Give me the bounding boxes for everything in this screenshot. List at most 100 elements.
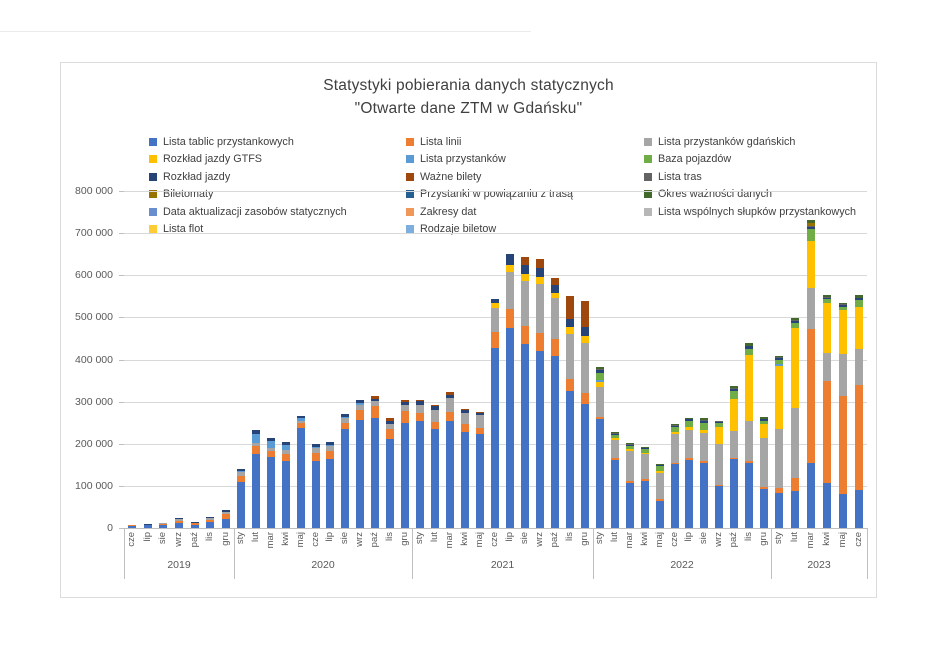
legend-item: Lista flot: [149, 221, 406, 239]
bar-segment: [807, 226, 815, 229]
legend-item: Lista tablic przystankowych: [149, 133, 406, 151]
bar-segment: [611, 434, 620, 439]
y-axis-tick: [119, 191, 124, 192]
bar-segment: [670, 433, 679, 463]
bar-lis-2020: [385, 418, 394, 528]
bar-segment: [855, 300, 863, 307]
bar-segment: [222, 514, 231, 519]
bar-segment: [206, 522, 215, 528]
bar-segment: [700, 430, 709, 433]
bar-segment: [341, 416, 350, 419]
bar-segment: [655, 463, 664, 465]
x-axis-line: [124, 528, 867, 529]
legend-item: Zakresy dat: [406, 203, 644, 221]
bar-segment: [823, 380, 831, 483]
x-axis-year-label: 2020: [311, 559, 335, 571]
bar-segment: [823, 303, 831, 353]
bar-segment: [490, 308, 499, 332]
legend-swatch: [406, 137, 414, 146]
bar-segment: [655, 472, 664, 500]
legend-swatch: [644, 172, 652, 181]
bar-segment: [311, 452, 320, 461]
bar-segment: [237, 470, 246, 473]
bar-segment: [640, 449, 649, 453]
bar-segment: [640, 447, 649, 450]
bar-segment: [791, 478, 799, 491]
bar-segment: [311, 444, 320, 447]
x-axis-month-label: paź: [727, 532, 739, 548]
bar-segment: [823, 295, 831, 297]
x-axis-year-label: 2021: [490, 559, 515, 571]
bar-maj-2021: [475, 411, 484, 528]
bar-segment: [341, 414, 350, 417]
legend-swatch: [149, 172, 157, 181]
bar-segment: [655, 470, 664, 473]
bar-segment: [839, 353, 847, 397]
legend-item: Lista przystanków: [406, 151, 644, 169]
y-axis-tick-label: 200 000: [75, 438, 113, 450]
x-axis-month-label: lut: [250, 532, 262, 543]
bar-segment: [715, 421, 724, 424]
bar-segment: [700, 461, 709, 463]
bar-sie-2021: [521, 256, 530, 528]
bar-segment: [823, 482, 831, 528]
bar-segment: [759, 489, 768, 528]
bar-segment: [611, 438, 620, 440]
bar-segment: [370, 401, 379, 407]
bar-segment: [596, 366, 605, 370]
bar-segment: [640, 452, 649, 455]
x-axis-month-label: paź: [368, 532, 380, 548]
bar-segment: [670, 424, 679, 426]
bar-segment: [445, 398, 454, 413]
bar-segment: [791, 490, 799, 528]
bar-segment: [536, 267, 545, 277]
gridline: [124, 191, 867, 192]
bar-gru-2019: [222, 509, 231, 528]
bar-segment: [670, 426, 679, 432]
bar-segment: [581, 392, 590, 404]
bar-segment: [596, 382, 605, 388]
x-axis-month-label: sie: [339, 532, 351, 545]
bar-segment: [551, 298, 560, 339]
legend-swatch: [149, 137, 157, 146]
bar-wrz-2022: [715, 420, 724, 528]
bar-segment: [190, 522, 199, 524]
bar-cze-2020: [311, 444, 320, 528]
bar-segment: [400, 399, 409, 402]
bar-segment: [296, 420, 305, 424]
bar-kwi-2022: [640, 446, 649, 528]
legend-swatch: [644, 137, 652, 146]
bar-segment: [744, 355, 753, 421]
bar-segment: [490, 303, 499, 309]
bar-kwi-2020: [281, 441, 290, 528]
bar-segment: [640, 454, 649, 480]
bar-segment: [159, 525, 168, 528]
x-axis-year-separator: [593, 528, 594, 579]
y-axis-tick: [119, 444, 124, 445]
bar-segment: [791, 322, 799, 328]
bar-segment: [370, 396, 379, 399]
bar-segment: [175, 517, 183, 520]
bar-segment: [341, 428, 350, 528]
bar-segment: [596, 416, 605, 420]
bar-segment: [296, 427, 305, 528]
bar-sty-2021: [415, 399, 424, 528]
bar-segment: [475, 411, 484, 413]
bar-segment: [823, 296, 831, 298]
bar-segment: [640, 480, 649, 528]
x-axis-year-separator: [412, 528, 413, 579]
x-axis-month-label: kwi: [458, 532, 470, 546]
bar-segment: [611, 439, 620, 459]
bar-segment: [460, 410, 469, 413]
bar-segment: [581, 403, 590, 528]
bar-segment: [385, 418, 394, 421]
bar-segment: [521, 325, 530, 344]
bar-segment: [626, 449, 635, 451]
bar-segment: [700, 432, 709, 462]
bar-segment: [611, 433, 620, 435]
bar-segment: [775, 358, 783, 360]
bar-maj-2022: [655, 463, 664, 528]
x-axis-month-label: lis: [742, 532, 754, 541]
x-axis-month-label: sty: [773, 532, 784, 545]
bar-segment: [626, 482, 635, 528]
